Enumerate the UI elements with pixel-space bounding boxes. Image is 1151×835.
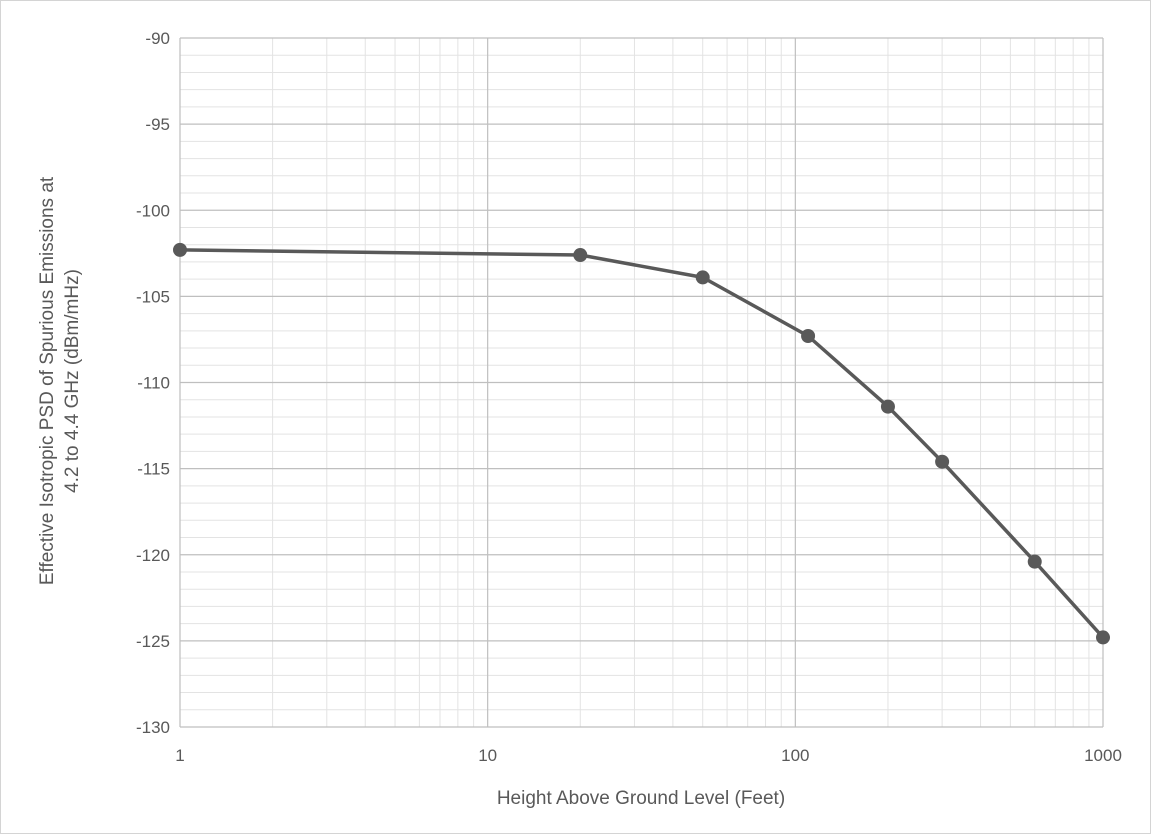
y-tick-label: -115	[137, 460, 170, 479]
data-point-marker	[173, 242, 187, 257]
y-tick-label: -110	[137, 374, 170, 393]
data-point-marker	[935, 454, 950, 469]
data-point-marker	[1027, 554, 1042, 569]
y-tick-label: -125	[136, 632, 170, 651]
data-point-marker	[695, 270, 710, 285]
y-tick-label: -130	[136, 718, 170, 737]
x-tick-label: 1	[175, 746, 184, 765]
data-point-marker	[573, 248, 588, 263]
data-point-marker	[801, 328, 816, 343]
y-axis-title-line-2: 4.2 to 4.4 GHz (dBm/mHz)	[62, 269, 83, 493]
x-axis-title: Height Above Ground Level (Feet)	[497, 788, 785, 809]
data-point-marker	[880, 399, 895, 414]
y-tick-label: -95	[145, 115, 170, 134]
series-layer	[173, 242, 1110, 645]
minor-gridlines	[180, 38, 1103, 727]
y-tick-label: -90	[145, 29, 170, 48]
data-point-marker	[1096, 630, 1110, 645]
y-axis-title: Effective Isotropic PSD of Spurious Emis…	[37, 176, 83, 585]
series-line	[179, 248, 1105, 639]
y-tick-label: -105	[136, 287, 170, 306]
y-axis-tick-labels: -90 -95 -100 -105 -110 -115 -120 -125 -130	[136, 29, 170, 737]
y-axis-title-line-1: Effective Isotropic PSD of Spurious Emis…	[37, 176, 58, 585]
y-tick-label: -120	[136, 546, 170, 565]
x-axis-tick-labels: 1 10 100 1000	[175, 746, 1122, 765]
y-tick-label: -100	[136, 201, 170, 220]
x-tick-label: 100	[781, 746, 809, 765]
major-gridlines	[179, 37, 1104, 728]
x-tick-label: 1000	[1084, 746, 1122, 765]
x-tick-label: 10	[478, 746, 497, 765]
